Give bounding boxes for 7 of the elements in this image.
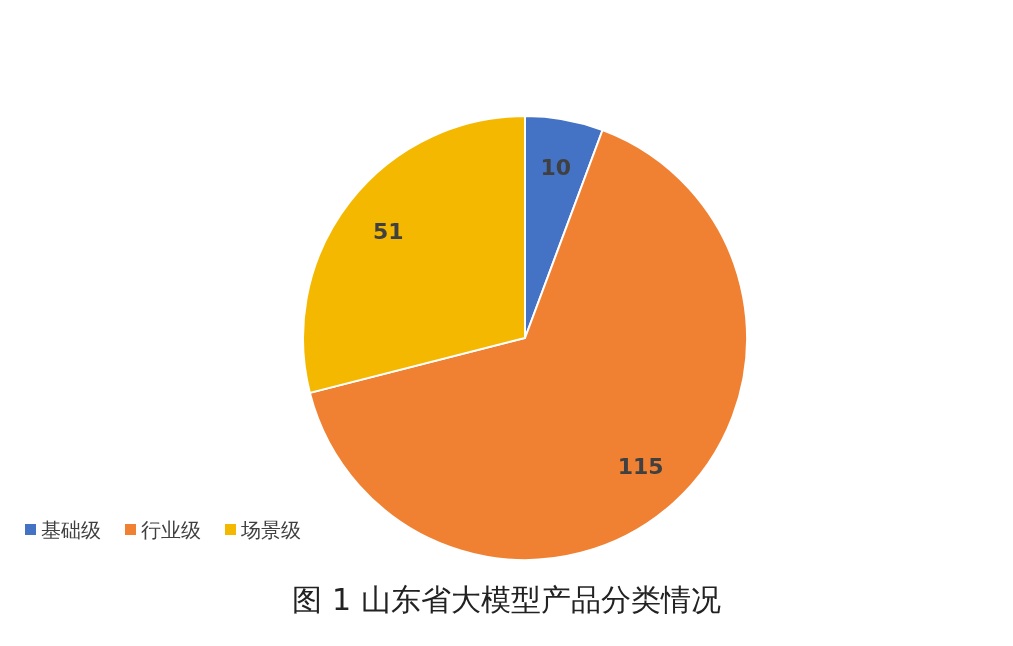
legend-label: 基础级 bbox=[41, 518, 101, 542]
data-label: 10 bbox=[540, 155, 572, 181]
legend-label: 行业级 bbox=[141, 518, 201, 542]
legend-label: 场景级 bbox=[240, 518, 301, 542]
data-label: 51 bbox=[372, 219, 404, 245]
data-label: 115 bbox=[617, 454, 664, 480]
text: 图 1 山东省大模型产品分类情况 bbox=[292, 582, 721, 617]
